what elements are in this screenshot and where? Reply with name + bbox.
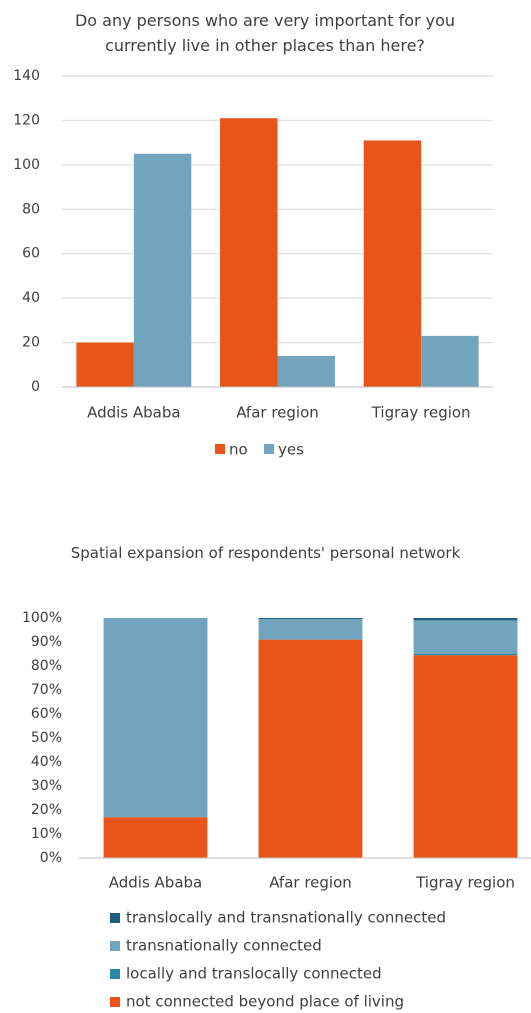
legend-swatch [110, 941, 120, 951]
y-tick-label: 10% [31, 826, 62, 842]
y-tick-label: 100% [22, 610, 62, 626]
legend-label: not connected beyond place of living [126, 993, 404, 1011]
legend-swatch [215, 444, 225, 454]
y-tick-label: 20 [22, 335, 40, 351]
y-tick-label: 50% [31, 730, 62, 746]
bar-segment [103, 817, 208, 858]
legend-label: yes [278, 441, 304, 459]
bar-segment [258, 619, 363, 640]
y-tick-label: 0% [40, 850, 62, 866]
legend-label: transnationally connected [126, 937, 322, 955]
bar-segment [413, 618, 518, 621]
y-tick-label: 30% [31, 778, 62, 794]
y-tick-label: 60% [31, 706, 62, 722]
bar-segment [258, 639, 363, 858]
bar [421, 335, 479, 387]
y-tick-label: 0 [31, 379, 40, 395]
chart-title: Spatial expansion of respondents' person… [70, 544, 461, 562]
legend-swatch [110, 969, 120, 979]
y-tick-label: 140 [13, 68, 40, 84]
x-tick-label: Afar region [236, 404, 319, 422]
legend-swatch [110, 913, 120, 923]
y-tick-label: 20% [31, 802, 62, 818]
y-tick-label: 60 [22, 246, 40, 262]
x-tick-label: Addis Ababa [87, 404, 180, 422]
bar-segment [413, 654, 518, 656]
bar [133, 153, 192, 387]
y-tick-label: 120 [13, 112, 40, 128]
chart-title: Do any persons who are very important fo… [74, 11, 456, 55]
y-tick-label: 40 [22, 290, 40, 306]
x-tick-label: Addis Ababa [109, 874, 202, 892]
bar [76, 342, 134, 387]
y-tick-label: 80% [31, 658, 62, 674]
bar [277, 355, 335, 387]
y-tick-label: 90% [31, 634, 62, 650]
legend-label: locally and translocally connected [126, 965, 382, 983]
x-tick-label: Tigray region [371, 404, 471, 422]
y-tick-label: 100 [13, 157, 40, 173]
legend-swatch [110, 997, 120, 1007]
bar-segment [413, 620, 518, 654]
bar [363, 140, 422, 387]
bar-segment [413, 655, 518, 858]
x-tick-label: Afar region [269, 874, 352, 892]
bar [220, 118, 278, 387]
y-tick-label: 80 [22, 201, 40, 217]
legend-label: no [229, 441, 248, 459]
bar-segment [103, 618, 208, 818]
x-tick-label: Tigray region [415, 874, 515, 892]
y-tick-label: 70% [31, 682, 62, 698]
legend-swatch [264, 444, 274, 454]
bar-segment [258, 618, 363, 620]
legend-label: translocally and transnationally connect… [126, 909, 446, 927]
y-tick-label: 40% [31, 754, 62, 770]
